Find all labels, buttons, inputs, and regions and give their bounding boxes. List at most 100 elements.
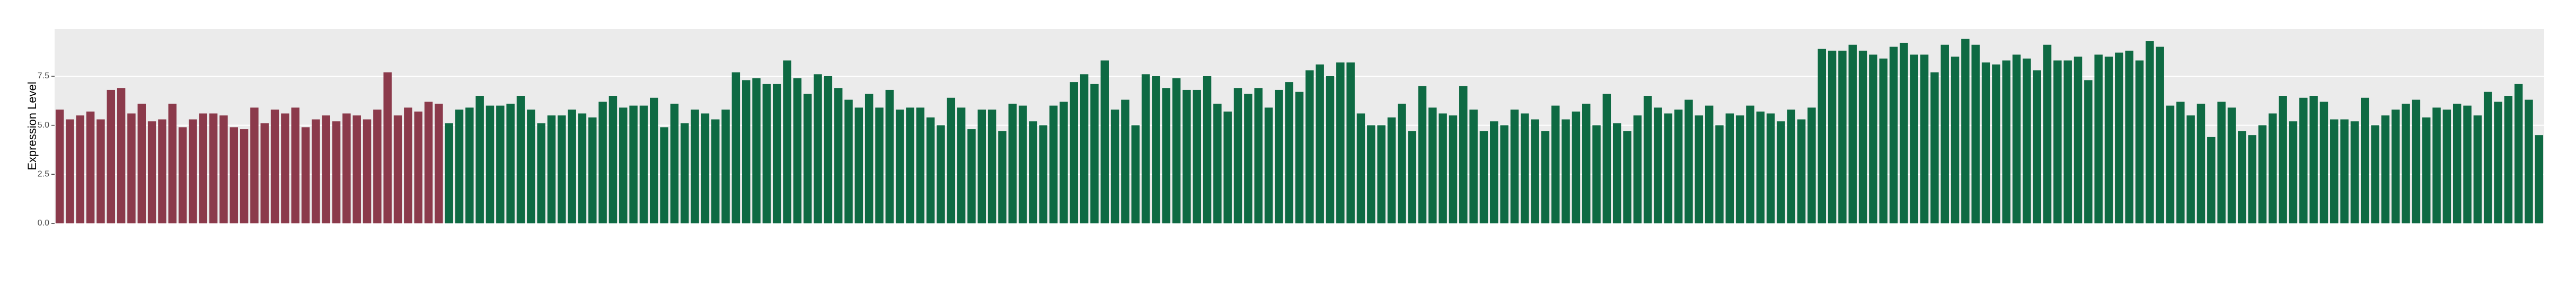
bar [1735, 115, 1744, 223]
bar [2196, 103, 2206, 223]
bar [1766, 113, 1775, 223]
bar [1562, 119, 1570, 223]
bar [2309, 96, 2318, 223]
bar [731, 72, 740, 224]
bar [1592, 125, 1601, 223]
bar [1377, 125, 1386, 223]
bar [1848, 44, 1857, 224]
bar [1203, 76, 1212, 223]
bar [926, 117, 935, 223]
bar [2442, 109, 2451, 223]
bar [240, 129, 249, 223]
bar [1254, 88, 1263, 223]
bar [332, 121, 341, 223]
y-tick-label: 0.0 [38, 219, 49, 228]
bar [455, 109, 464, 223]
bar [1602, 94, 1611, 223]
bar [1797, 119, 1806, 223]
bar [2361, 97, 2369, 223]
bar [2269, 113, 2277, 223]
bar [301, 127, 310, 223]
bar [2525, 100, 2533, 223]
bar [2084, 80, 2093, 223]
bar [2350, 121, 2359, 223]
y-axis-title: Expression Level [25, 82, 39, 170]
bar [2227, 107, 2236, 223]
bar [2473, 115, 2482, 223]
bar [2299, 97, 2308, 223]
bar [199, 113, 208, 223]
bar [2104, 56, 2113, 223]
bar [445, 123, 453, 223]
bar [854, 107, 863, 223]
bar [1725, 113, 1734, 223]
bar [1193, 89, 1201, 223]
bar [1510, 109, 1519, 223]
bar [762, 84, 771, 223]
bar [1285, 82, 1293, 223]
bar [1110, 109, 1119, 223]
bar [660, 127, 668, 223]
bar [1910, 55, 1918, 223]
bar [721, 109, 730, 223]
bar [352, 115, 361, 223]
bar [772, 84, 781, 223]
bar [998, 131, 1007, 223]
bar [967, 129, 976, 223]
bar [1152, 76, 1160, 223]
bar [947, 97, 956, 223]
bar [506, 103, 515, 223]
bar [1951, 56, 1960, 223]
bar [219, 115, 228, 223]
bar [2207, 137, 2216, 223]
bar [629, 105, 638, 223]
bar [1643, 96, 1652, 223]
bar [2279, 96, 2287, 223]
bar [1029, 121, 1037, 223]
bar [2043, 44, 2052, 224]
bar [1879, 58, 1887, 223]
bar [1305, 70, 1314, 223]
bar [1930, 72, 1939, 224]
bar [1346, 62, 1355, 223]
bar [424, 102, 433, 223]
bar [1684, 100, 1693, 223]
bar [2023, 58, 2031, 223]
bar [1756, 111, 1765, 223]
bar [1889, 47, 1898, 223]
bar [568, 109, 576, 223]
bar [1213, 103, 1222, 223]
bar [2217, 102, 2226, 223]
bar [2340, 119, 2349, 223]
bar [752, 78, 761, 224]
bar [2422, 117, 2431, 223]
bar [639, 105, 648, 223]
bar [937, 125, 945, 223]
bar [2166, 105, 2175, 223]
bar [2176, 102, 2185, 223]
bar [1920, 55, 1929, 223]
bar [2494, 102, 2502, 223]
bar [527, 109, 535, 223]
bar [864, 94, 874, 223]
bar [76, 115, 85, 223]
bar [1121, 100, 1130, 223]
bar [2483, 92, 2492, 223]
bar [1398, 103, 1406, 223]
bar [793, 78, 802, 224]
bar [2463, 105, 2472, 223]
bar [1633, 115, 1642, 223]
bar [1356, 113, 1365, 223]
bar [875, 107, 884, 223]
bar [2535, 135, 2544, 223]
bar [1244, 94, 1252, 223]
bar [1418, 86, 1427, 223]
bar [55, 109, 64, 223]
bar [2033, 70, 2041, 223]
bar [1971, 44, 1980, 224]
bar [107, 89, 116, 223]
bar [834, 88, 843, 223]
bar [486, 105, 495, 223]
bar [1172, 78, 1181, 224]
